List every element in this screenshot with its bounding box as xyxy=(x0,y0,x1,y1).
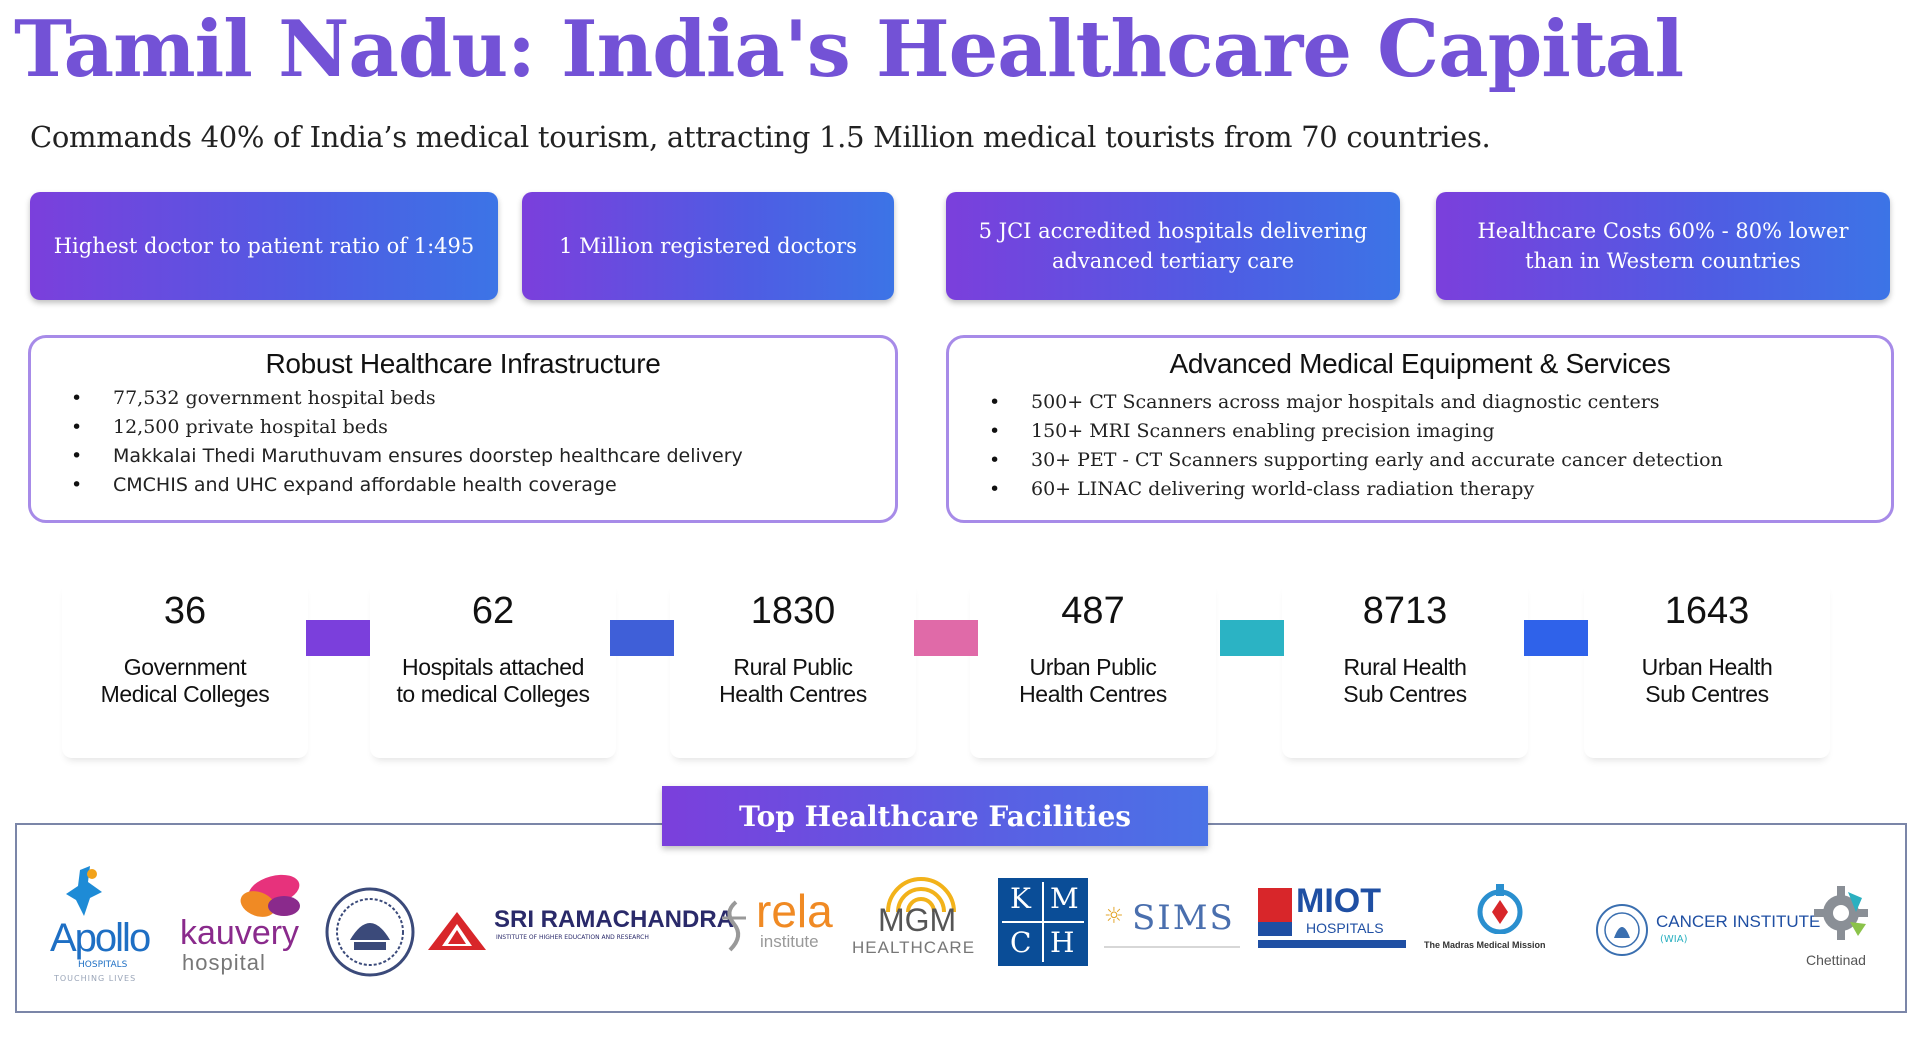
connector-bar xyxy=(1524,620,1588,656)
apollo-tagline: TOUCHING LIVES xyxy=(54,974,137,983)
list-item: 500+ CT Scanners across major hospitals … xyxy=(989,388,1891,417)
infrastructure-box: Robust Healthcare Infrastructure 77,532 … xyxy=(28,335,898,523)
sri-ramachandra-sub: INSTITUTE OF HIGHER EDUCATION AND RESEAR… xyxy=(496,934,649,941)
connector-bar xyxy=(914,620,978,656)
connector-bar xyxy=(1220,620,1284,656)
madras-medical-mission-emblem-icon xyxy=(1477,884,1523,934)
count-label: Urban Health Sub Centres xyxy=(1641,654,1773,707)
kauvery-logo: kauvery hospital xyxy=(180,872,320,975)
equipment-box: Advanced Medical Equipment & Services 50… xyxy=(946,335,1894,523)
kauvery-sub: hospital xyxy=(182,950,266,975)
count-label: Rural Health Sub Centres xyxy=(1343,654,1467,707)
infrastructure-list: 77,532 government hospital beds 12,500 p… xyxy=(31,384,895,500)
list-item: 77,532 government hospital beds xyxy=(71,384,895,413)
list-item: 150+ MRI Scanners enabling precision ima… xyxy=(989,417,1891,446)
facilities-heading: Top Healthcare Facilities xyxy=(662,786,1208,846)
apollo-sub: HOSPITALS xyxy=(78,960,128,970)
kmch-letter: C xyxy=(1010,926,1032,959)
count-label: Hospitals attached to medical Colleges xyxy=(396,654,590,707)
infrastructure-heading: Robust Healthcare Infrastructure xyxy=(265,348,661,379)
madras-medical-mission-name: The Madras Medical Mission xyxy=(1424,940,1546,950)
count-value: 36 xyxy=(163,590,207,632)
mgm-sub: HEALTHCARE xyxy=(852,938,976,957)
count-label: Rural Public Health Centres xyxy=(719,654,867,707)
count-card-hospitals-attached: 62 Hospitals attached to medical Colleges xyxy=(370,580,616,758)
rela-sub: institute xyxy=(760,932,819,951)
cancer-institute-name: CANCER INSTITUTE xyxy=(1656,912,1821,931)
stat-card-registered-doctors: 1 Million registered doctors xyxy=(522,192,894,300)
stat-card-jci-hospitals: 5 JCI accredited hospitals delivering ad… xyxy=(946,192,1400,300)
sims-divider xyxy=(1104,946,1240,948)
chettinad-name: Chettinad xyxy=(1806,952,1866,968)
count-card-govt-medical-colleges: 36 Government Medical Colleges xyxy=(62,580,308,758)
kauvery-name: kauvery xyxy=(180,914,300,952)
rela-emblem-icon xyxy=(722,900,746,952)
list-item: 30+ PET - CT Scanners supporting early a… xyxy=(989,446,1891,475)
connector-bar xyxy=(610,620,674,656)
equipment-heading: Advanced Medical Equipment & Services xyxy=(1169,348,1671,379)
miot-logo: MIOT HOSPITALS xyxy=(1258,882,1406,950)
count-value: 1643 xyxy=(1664,590,1750,632)
miot-name: MIOT xyxy=(1296,882,1381,920)
cancer-institute-emblem-icon xyxy=(1596,904,1648,956)
sims-name: SIMS xyxy=(1132,898,1235,938)
count-label: Government Medical Colleges xyxy=(100,654,270,707)
stat-card-healthcare-costs: Healthcare Costs 60% - 80% lower than in… xyxy=(1436,192,1890,300)
count-value: 62 xyxy=(471,590,515,632)
mgm-name: MGM xyxy=(878,902,957,938)
government-seal-icon xyxy=(325,887,415,977)
rela-name: rela xyxy=(756,885,833,937)
count-value: 1830 xyxy=(750,590,836,632)
count-card-urban-sub-centres: 1643 Urban Health Sub Centres xyxy=(1584,580,1830,758)
kmch-letter: H xyxy=(1050,926,1075,959)
kmch-letter: K xyxy=(1010,882,1031,915)
list-item: 60+ LINAC delivering world-class radiati… xyxy=(989,475,1891,504)
kauvery-emblem-icon xyxy=(240,874,300,917)
apollo-logo: Apollo HOSPITALS TOUCHING LIVES xyxy=(50,864,170,989)
count-value: 8713 xyxy=(1362,590,1448,632)
count-card-urban-phc: 487 Urban Public Health Centres xyxy=(970,580,1216,758)
list-item: 12,500 private hospital beds xyxy=(71,413,895,442)
connector-bar xyxy=(306,620,370,656)
equipment-list: 500+ CT Scanners across major hospitals … xyxy=(949,388,1891,504)
count-label: Urban Public Health Centres xyxy=(1019,654,1167,707)
chettinad-gear-icon xyxy=(1814,886,1868,940)
miot-sub: HOSPITALS xyxy=(1306,920,1384,936)
count-card-rural-sub-centres: 8713 Rural Health Sub Centres xyxy=(1282,580,1528,758)
sims-sun-icon: ☼ xyxy=(1104,904,1124,929)
page-subtitle: Commands 40% of India’s medical tourism,… xyxy=(30,120,1491,154)
page-title: Tamil Nadu: India's Healthcare Capital xyxy=(14,4,1684,95)
kmch-letter: M xyxy=(1050,882,1079,915)
list-item: Makkalai Thedi Maruthuvam ensures doorst… xyxy=(71,442,895,471)
stat-card-doctor-ratio: Highest doctor to patient ratio of 1:495 xyxy=(30,192,498,300)
cancer-institute-sub: (WIA) xyxy=(1660,934,1688,945)
sri-ramachandra-emblem-icon xyxy=(428,912,486,950)
mgm-emblem-icon xyxy=(886,877,956,913)
apollo-emblem-icon xyxy=(66,866,102,916)
apollo-name: Apollo xyxy=(50,916,151,960)
kmch-logo: K M C H xyxy=(998,878,1088,966)
count-value: 487 xyxy=(1061,590,1125,632)
count-card-rural-phc: 1830 Rural Public Health Centres xyxy=(670,580,916,758)
sri-ramachandra-name: SRI RAMACHANDRA xyxy=(494,906,734,933)
list-item: CMCHIS and UHC expand affordable health … xyxy=(71,471,895,500)
